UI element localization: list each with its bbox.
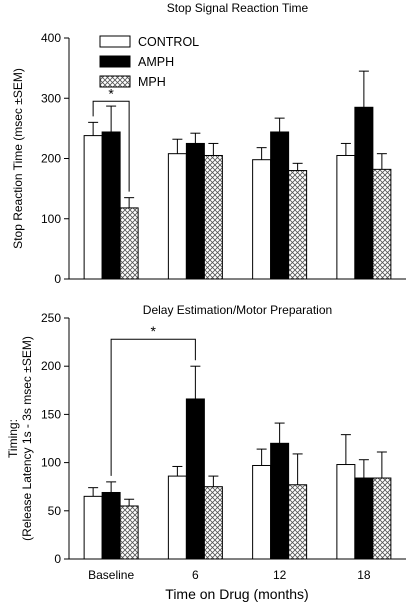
y-tick-label: 0 <box>54 272 61 286</box>
y-axis-title-line: Stop Reaction Time (msec ±SEM) <box>11 68 25 249</box>
y-tick-label: 50 <box>48 504 62 518</box>
y-tick-label: 0 <box>54 552 61 566</box>
bar <box>119 505 139 560</box>
bar <box>119 207 139 280</box>
significance-bracket <box>110 338 196 476</box>
bar <box>101 131 121 280</box>
bar <box>288 484 308 560</box>
legend-label: CONTROL <box>138 35 199 49</box>
y-tick-label: 200 <box>41 359 61 373</box>
bar <box>336 464 356 560</box>
x-axis-title: Time on Drug (months) <box>165 586 308 602</box>
chart-title: Stop Signal Reaction Time <box>167 1 309 15</box>
y-axis-title-line: Timing: <box>6 419 20 458</box>
legend-swatch <box>99 55 131 68</box>
y-tick-label: 250 <box>41 311 61 325</box>
chart-title: Delay Estimation/Motor Preparation <box>143 303 332 317</box>
significance-bracket <box>92 100 130 192</box>
bar <box>252 464 272 560</box>
legend-swatch <box>99 35 131 48</box>
bottom-chart-panel: Delay Estimation/Motor Preparation 0 50 100… <box>6 303 406 582</box>
bar <box>185 142 205 280</box>
x-tick-label: 12 <box>273 568 287 582</box>
y-axis-title-line: (Release Latency 1s - 3s msec ±SEM) <box>20 336 34 541</box>
bar <box>288 170 308 280</box>
y-tick-label: 100 <box>41 212 61 226</box>
bar <box>372 477 392 560</box>
legend-swatch <box>99 75 131 88</box>
bar <box>83 135 103 280</box>
bar <box>354 106 374 280</box>
bar <box>167 153 187 280</box>
y-tick-label: 200 <box>41 152 61 166</box>
significance-star: * <box>151 323 157 339</box>
y-tick-label: 300 <box>41 91 61 105</box>
bar <box>270 442 290 560</box>
bar <box>167 475 187 560</box>
y-tick-label: 100 <box>41 456 61 470</box>
bar <box>203 486 223 560</box>
x-tick-label: 18 <box>357 568 371 582</box>
bar <box>372 168 392 280</box>
significance-star: * <box>108 85 114 101</box>
bar <box>185 398 205 560</box>
bar <box>203 154 223 280</box>
y-tick-label: 150 <box>41 407 61 421</box>
top-chart-panel: Stop Signal Reaction Time 0 100 200 300 400 St… <box>11 1 406 286</box>
bar <box>252 159 272 280</box>
y-axis-title: Timing:(Release Latency 1s - 3s msec ±SE… <box>6 336 34 541</box>
bar <box>336 154 356 280</box>
x-tick-label: 6 <box>192 568 199 582</box>
bar <box>83 495 103 560</box>
x-tick-label: Baseline <box>88 568 134 582</box>
bar <box>101 491 121 560</box>
y-axis-title: Stop Reaction Time (msec ±SEM) <box>11 68 25 249</box>
bar <box>354 477 374 560</box>
y-tick-label: 400 <box>41 31 61 45</box>
legend-label: MPH <box>138 75 166 89</box>
bar <box>270 131 290 280</box>
legend-label: AMPH <box>138 55 174 69</box>
